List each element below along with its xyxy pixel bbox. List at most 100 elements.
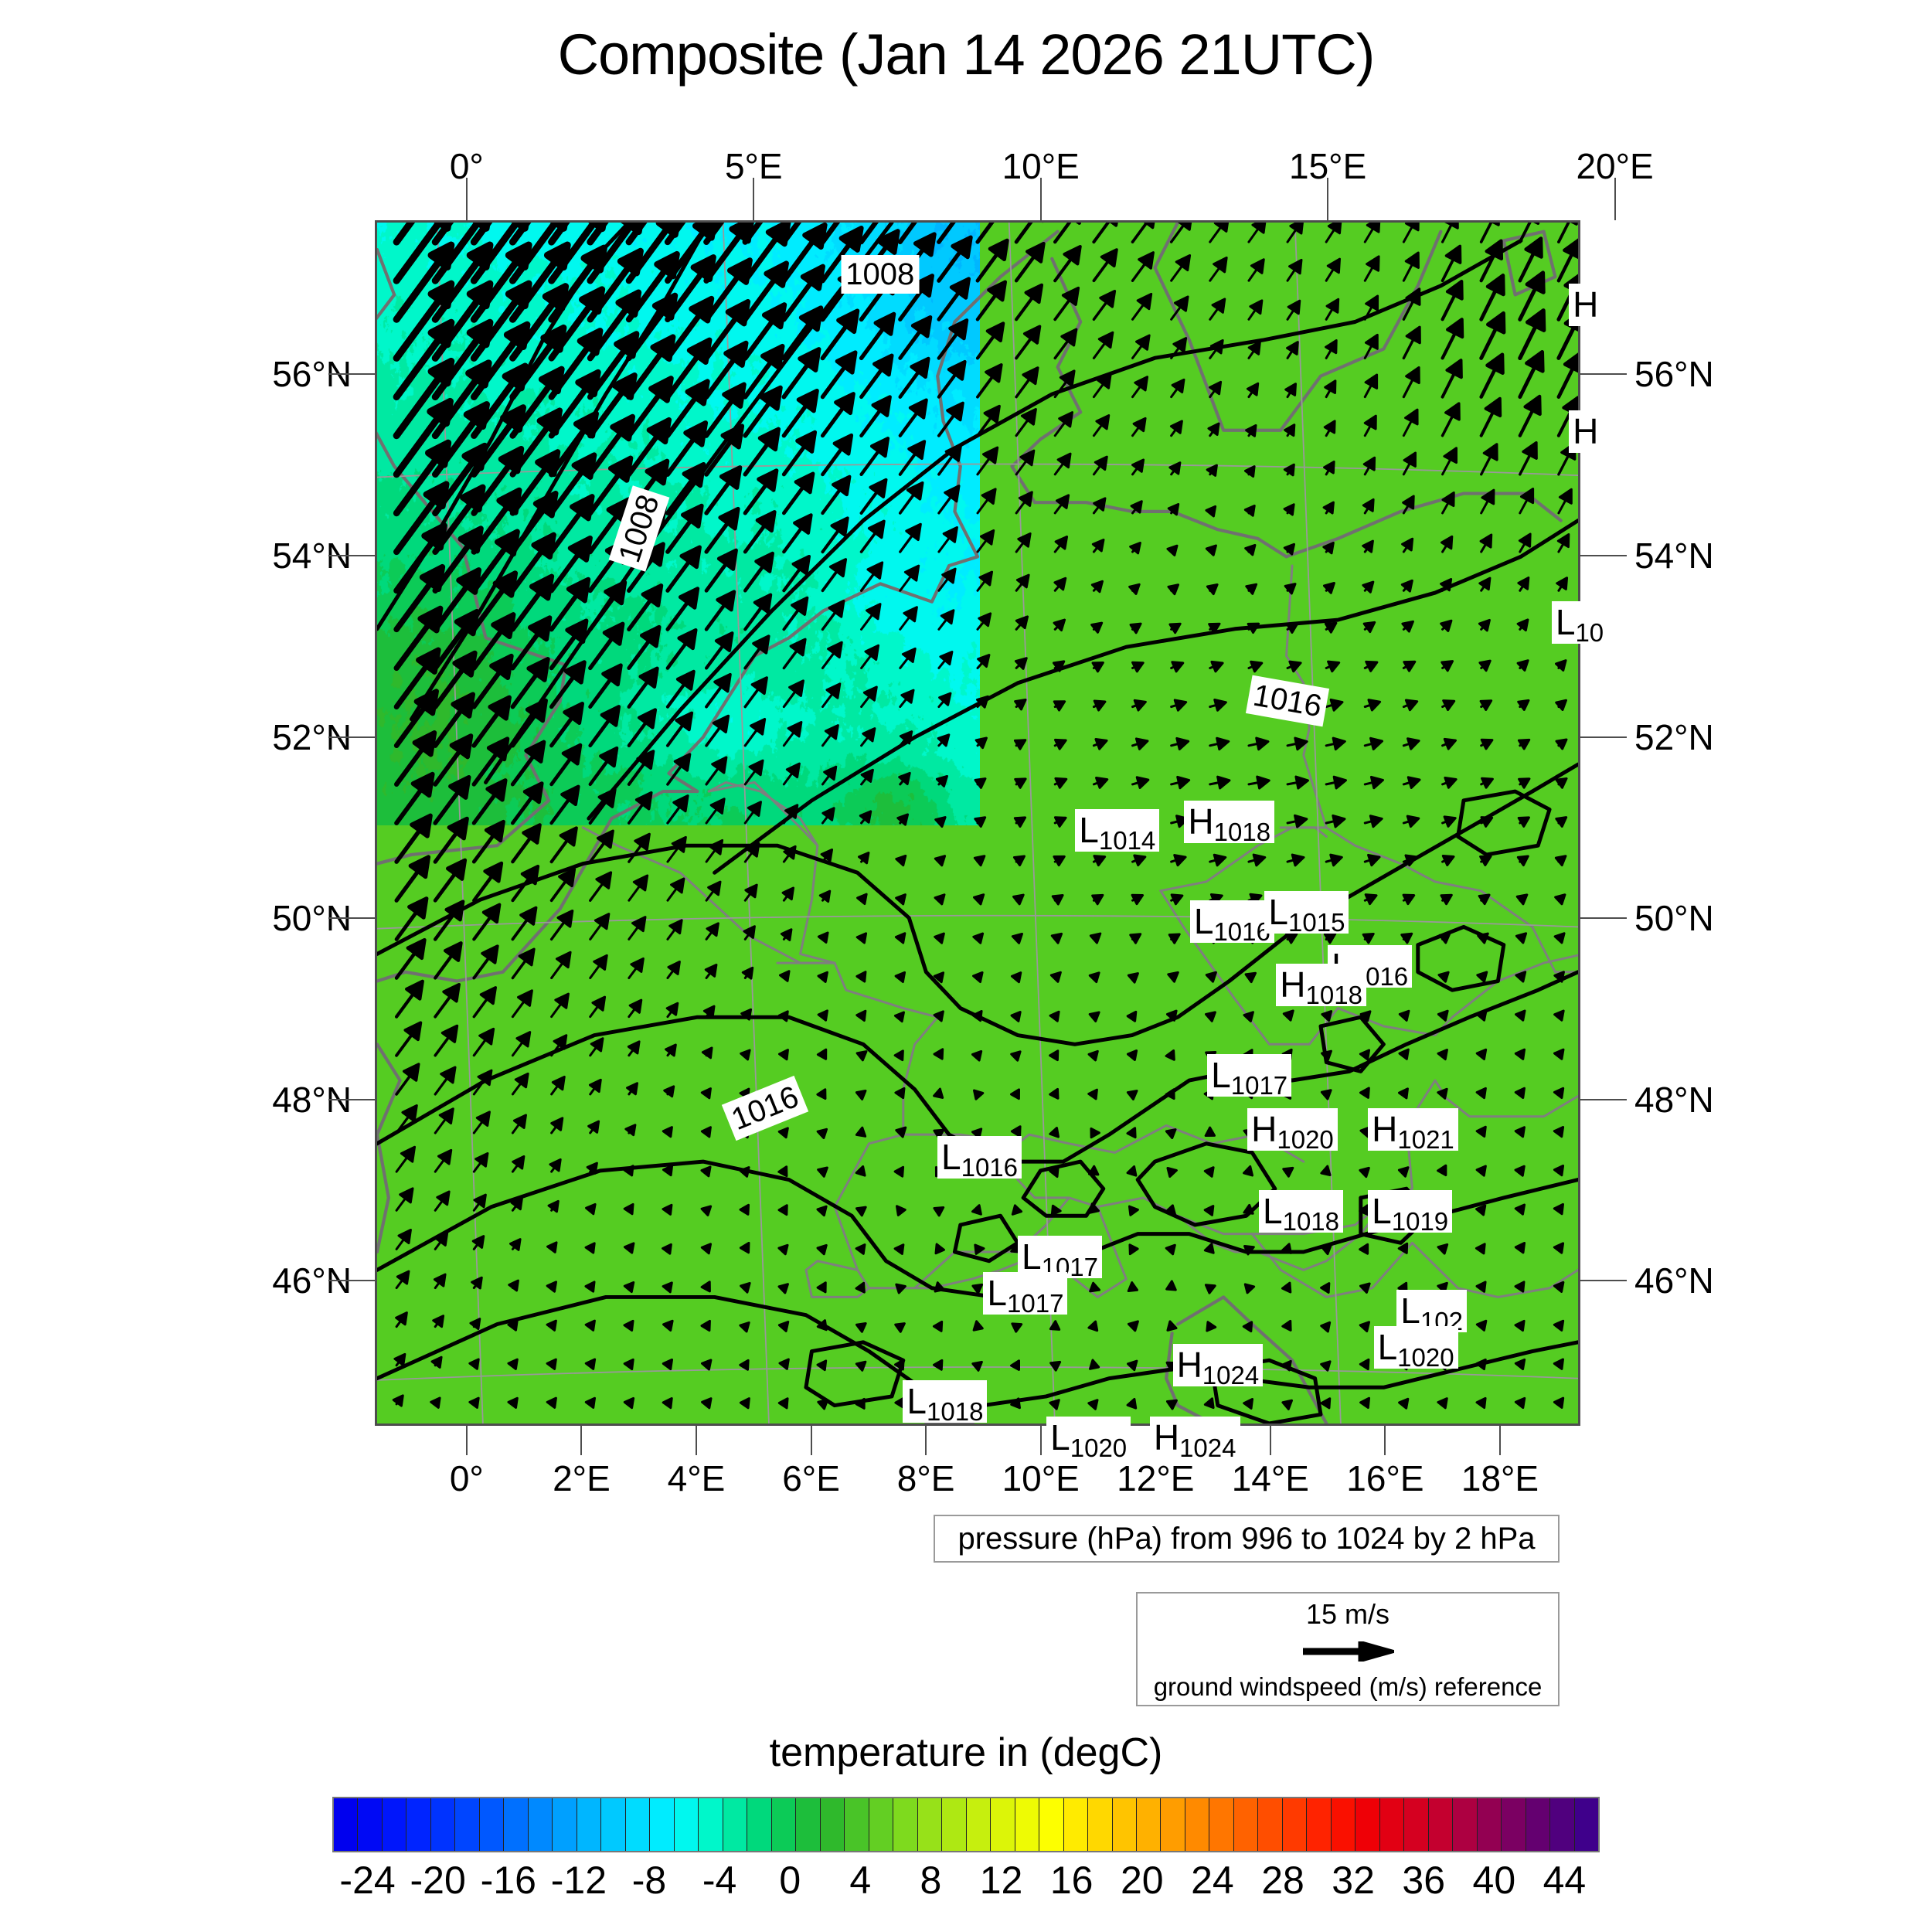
wind-vector [1092,738,1108,750]
wind-vector [472,1193,487,1212]
colorbar-cell [1502,1798,1526,1851]
wind-vector [1402,325,1421,360]
axis-tick-left: 52°N [272,716,352,757]
country-border [1279,826,1556,974]
wind-vector [937,359,967,399]
wind-vector [1479,274,1505,321]
wind-vector [1092,331,1114,359]
wind-vector [1281,1319,1292,1332]
colorbar-cell [601,1798,626,1851]
wind-vector [894,1087,906,1100]
wind-vector [1440,660,1454,672]
wind-vector [511,1155,526,1173]
wind-vector [549,452,597,516]
wind-vector [1088,1165,1100,1176]
pressure-center-type: H [1372,1109,1398,1150]
wind-vector [855,1243,866,1255]
wind-vector [740,1281,751,1294]
wind-vector [1247,853,1267,867]
wind-vector [1126,1397,1138,1410]
wind-vector [1050,1204,1062,1216]
wind-vector [1555,777,1568,789]
wind-vector [1324,379,1337,399]
wind-vector [855,1281,866,1294]
wind-vector [855,932,868,944]
wind-vector [1049,1087,1060,1100]
wind-vector [1556,577,1569,592]
wind-vector [1010,1011,1022,1022]
pressure-center-type: H [1573,284,1599,325]
wind-vector [431,401,490,478]
wind-vector [781,886,795,902]
wind-vector [817,931,829,944]
wind-vector [743,593,773,631]
wind-vector [1478,893,1491,906]
wind-vector [1322,542,1335,555]
wind-vector [434,1024,459,1057]
wind-vector [893,1243,905,1255]
wind-vector [860,685,878,709]
wind-vector [1127,1281,1138,1293]
pressure-center-value: 1016 [1213,917,1270,946]
wind-vector [588,829,614,863]
map-panel[interactable] [375,220,1580,1426]
wind-vector [1092,289,1117,321]
wind-vector [1011,1322,1023,1333]
wind-vector [472,986,497,1019]
wind-vector [1053,223,1082,244]
wind-vector [1359,1282,1371,1294]
wind-vector [1553,1087,1565,1100]
wind-vector [1556,238,1578,283]
wind-vector [623,1396,635,1410]
wind-vector [434,1107,454,1134]
pressure-center-marker: H1018 [1276,963,1366,1008]
wind-vector [1247,775,1270,790]
wind-vector [665,420,709,477]
wind-vector [1247,622,1260,634]
wind-vector [1243,1244,1255,1256]
wind-vector [1131,854,1147,867]
pressure-center-type: L [987,1272,1008,1313]
wind-vector [1208,622,1221,634]
wind-vector [782,513,813,554]
wind-vector [664,223,686,246]
wind-vector [1165,1280,1177,1291]
wind-vector [1475,1243,1486,1255]
wind-vector [662,1164,674,1177]
wind-vector [1170,699,1188,712]
wind-vector [1400,579,1413,593]
colorbar-tick: 32 [1332,1859,1375,1902]
colorbar-cell [1404,1798,1429,1851]
wind-vector [663,1085,675,1098]
wind-vector [1362,498,1375,515]
temperature-colorbar[interactable] [332,1797,1600,1852]
wind-vector [934,855,947,867]
wind-vector [860,727,876,747]
wind-vector [1247,736,1270,751]
wind-vector [932,1320,944,1332]
wind-vector [1126,1090,1138,1100]
wind-vector [1479,396,1502,437]
wind-vector [550,1117,564,1134]
wind-vector [510,698,548,748]
colorbar-cell [1331,1798,1356,1851]
pressure-center-value: 1018 [1282,1207,1340,1236]
wind-vector [859,561,884,592]
pressure-center-marker: L1018 [1259,1190,1344,1236]
wind-vector [1441,815,1457,828]
wind-vector [434,982,461,1019]
wind-vector [1475,1125,1487,1138]
wind-vector [1362,539,1374,553]
wind-vector [546,1241,558,1253]
colorbar-cell [1355,1798,1380,1851]
colorbar-cell [674,1798,699,1851]
wind-vector [933,1206,945,1217]
wind-vector [510,532,556,594]
wind-vector [1397,1166,1410,1178]
wind-vector [1363,699,1382,712]
wind-vector [1167,971,1179,983]
wind-vector [627,583,664,632]
wind-vector [433,1273,447,1290]
wind-vector [471,778,508,825]
wind-vector [1363,223,1381,243]
